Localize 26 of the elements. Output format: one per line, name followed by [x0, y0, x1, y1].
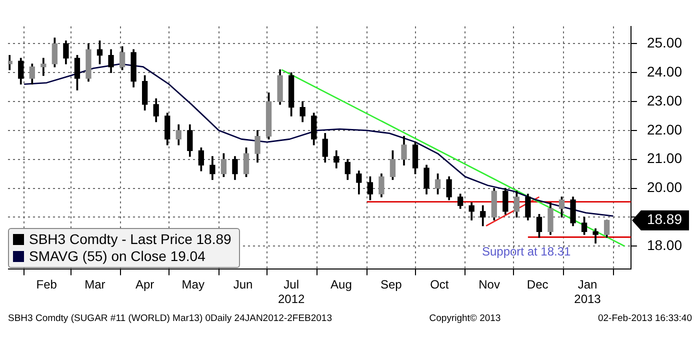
legend-label: SMAVG (55) on Close 19.04: [29, 248, 206, 266]
x-tick-label: Sep: [380, 278, 402, 292]
x-tick-label: Feb: [36, 278, 58, 292]
x-tick-label: Nov: [478, 278, 500, 292]
x-tick-label: Jan 2013: [574, 278, 602, 306]
y-tick-label: 24.00: [646, 64, 682, 80]
y-tick-label: 23.00: [646, 92, 682, 108]
y-tick-label: 22.00: [646, 121, 682, 138]
y-tick-label: 25.00: [646, 34, 682, 51]
legend-label: SBH3 Comdty - Last Price 18.89: [29, 231, 232, 248]
text: SBH3 Comdty (SUGAR #11 (WORLD) Mar13) 0Daily 24JAN2012-2FEB2013: [8, 313, 332, 324]
y-tick-label: 20.00: [646, 179, 682, 196]
text: Copyright© 2013: [429, 313, 501, 324]
x-tick-label: Jul 2012: [278, 278, 305, 306]
text: 02-Feb-2013 16:33:40: [598, 313, 692, 324]
y-tick-label: 21.00: [646, 150, 682, 166]
y-tick-label: 18.89: [646, 211, 682, 228]
annotation: Support at 18.31: [482, 244, 572, 258]
x-tick-label: Aug: [330, 278, 352, 292]
x-tick-label: Dec: [526, 278, 548, 292]
y-tick-label: 18.00: [646, 236, 682, 253]
x-tick-label: May: [182, 278, 204, 292]
x-tick-label: Mar: [84, 278, 106, 292]
x-tick-label: Jun: [233, 278, 253, 292]
x-tick-label: Apr: [135, 278, 154, 292]
x-tick-label: Oct: [430, 278, 450, 292]
